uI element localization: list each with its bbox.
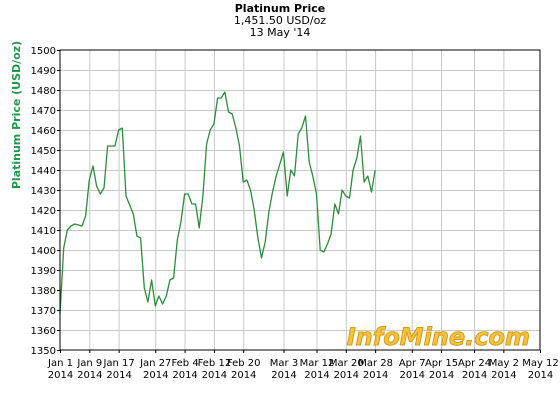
y-tick-label: 1480 — [31, 86, 56, 97]
y-tick-label: 1460 — [31, 126, 56, 137]
chart-date: 13 May '14 — [250, 26, 311, 39]
series-line — [59, 91, 376, 315]
x-tick-label-year: 2014 — [202, 370, 227, 381]
x-tick-label-date: Jan 17 — [102, 358, 134, 369]
x-tick-label-date: Mar 3 — [270, 358, 298, 369]
y-tick-label: 1470 — [31, 106, 56, 117]
x-tick-label-year: 2014 — [271, 370, 296, 381]
x-tick-label-date: May 2 — [489, 358, 519, 369]
x-tick-label-year: 2014 — [429, 370, 454, 381]
x-tick-label-date: Mar 28 — [358, 358, 393, 369]
y-axis-ticks: 1350 1360 1370 1380 1390 1400 1410 1420 1430 1440… — [31, 46, 60, 357]
x-tick-label-year: 2014 — [462, 370, 487, 381]
x-tick-label-year: 2014 — [528, 370, 553, 381]
series-layer — [59, 91, 376, 315]
y-tick-label: 1500 — [31, 46, 56, 57]
x-tick-label-year: 2014 — [106, 370, 131, 381]
plot-border — [59, 49, 541, 351]
y-tick-label: 1440 — [31, 166, 56, 177]
y-tick-label: 1410 — [31, 226, 56, 237]
x-tick-label-year: 2014 — [231, 370, 256, 381]
x-tick-label-year: 2014 — [48, 370, 73, 381]
x-tick-label-date: Mar 12 — [300, 358, 335, 369]
y-tick-label: 1430 — [31, 186, 56, 197]
x-tick-label-year: 2014 — [363, 370, 388, 381]
y-tick-label: 1360 — [31, 326, 56, 337]
y-tick-label: 1450 — [31, 146, 56, 157]
x-tick-label-year: 2014 — [143, 370, 168, 381]
y-tick-label: 1390 — [31, 266, 56, 277]
y-axis-label: Platinum Price (USD/oz) — [10, 41, 23, 189]
x-tick-label-date: Jan 9 — [76, 358, 102, 369]
plot-area — [60, 50, 540, 350]
x-tick-label-year: 2014 — [334, 370, 359, 381]
y-tick-label: 1380 — [31, 286, 56, 297]
x-tick-label-date: Feb 4 — [171, 358, 198, 369]
y-tick-label: 1490 — [31, 66, 56, 77]
chart-title: Platinum Price — [235, 2, 325, 15]
watermark-logo: InfoMine.com — [347, 323, 530, 351]
x-tick-label-date: Feb 12 — [198, 358, 232, 369]
watermark-group: InfoMine.com — [346, 323, 530, 352]
x-tick-label-year: 2014 — [77, 370, 102, 381]
x-tick-label-date: May 12 — [522, 358, 559, 369]
y-tick-label: 1400 — [31, 246, 56, 257]
y-tick-label: 1370 — [31, 306, 56, 317]
x-tick-label-date: Feb 20 — [227, 358, 261, 369]
chart-subtitle: 1,451.50 USD/oz — [234, 14, 326, 27]
x-tick-label-date: Jan 1 — [47, 358, 73, 369]
x-tick-label-date: Apr 15 — [425, 358, 458, 369]
x-tick-label-year: 2014 — [491, 370, 516, 381]
y-tick-label: 1420 — [31, 206, 56, 217]
x-tick-label-year: 2014 — [304, 370, 329, 381]
x-tick-label-date: Jan 27 — [139, 358, 171, 369]
x-tick-label-date: Apr 7 — [399, 358, 426, 369]
x-tick-label-date: Mar 20 — [329, 358, 364, 369]
x-tick-label-year: 2014 — [172, 370, 197, 381]
y-tick-label: 1350 — [31, 346, 56, 357]
x-tick-label-date: Apr 24 — [458, 358, 491, 369]
x-tick-label-year: 2014 — [400, 370, 425, 381]
